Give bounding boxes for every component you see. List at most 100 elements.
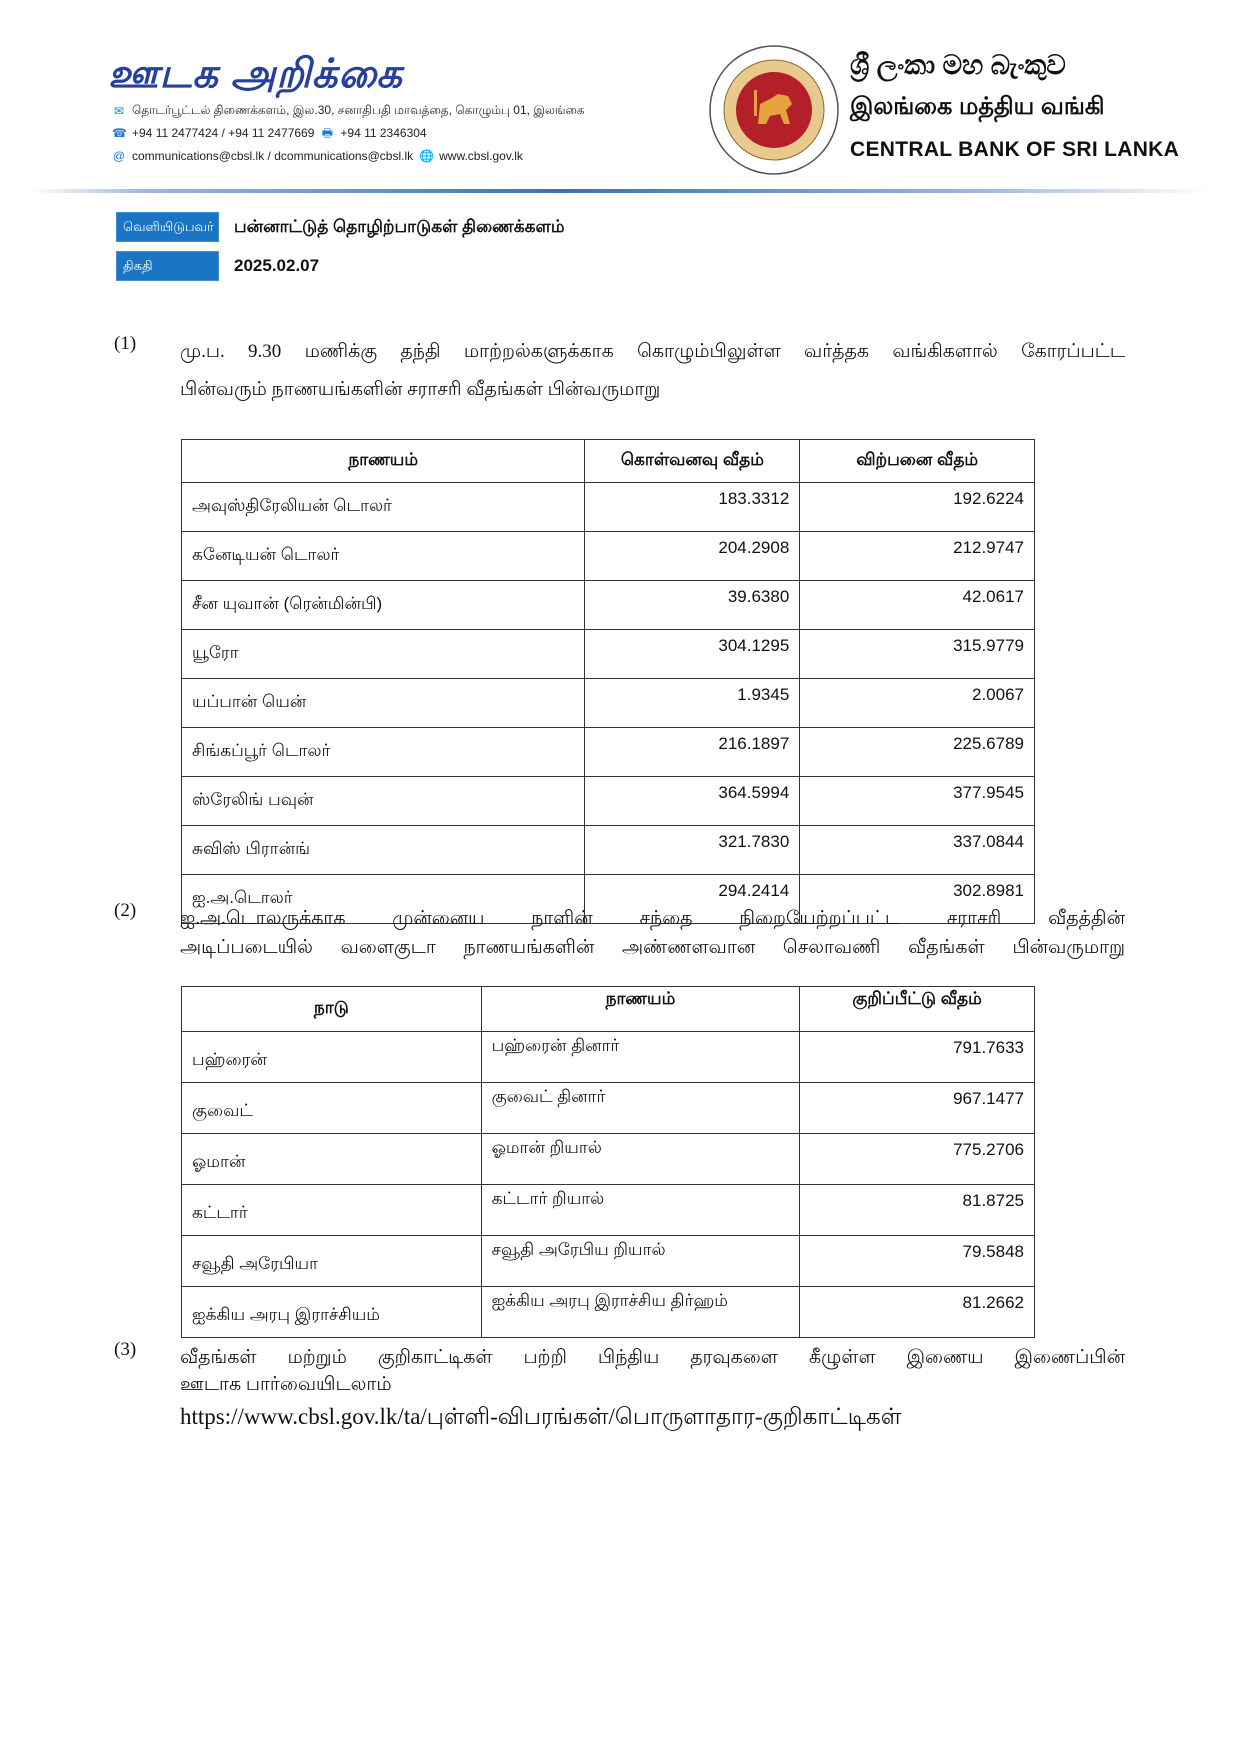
phone-icon: ☎ — [112, 126, 127, 140]
central-bank-seal-logo — [709, 45, 839, 175]
table-header-row: நாடு நாணயம் குறிப்பீட்டு வீதம் — [181, 986, 1035, 1032]
reference-rate-cell: 775.2706 — [799, 1133, 1035, 1185]
country-cell: பஹ்ரைன் — [181, 1031, 482, 1083]
table-row: குவைட் குவைட் தினார் 967.1477 — [181, 1082, 1035, 1134]
currency-cell: கட்டார் றியால் — [480, 1184, 801, 1236]
email-text[interactable]: communications@cbsl.lk / dcommunications… — [132, 149, 414, 163]
address-text: தொடர்பூட்டல் திணைக்களம், இல.30, சனாதிபதி… — [132, 103, 585, 117]
table-row: சுவிஸ் பிரான்ங் 321.7830 337.0844 — [180, 825, 1035, 875]
currency-cell: ஸ்ரேலிங் பவுன் — [180, 776, 586, 826]
press-release-title: ஊடக அறிக்கை — [108, 52, 403, 96]
selling-rate-cell: 337.0844 — [799, 825, 1035, 875]
buying-rate-cell: 294.2414 — [584, 874, 801, 924]
table-row: யூரோ 304.1295 315.9779 — [180, 629, 1035, 679]
currency-cell: யப்பான் யென் — [180, 678, 586, 728]
table-row: ஓமான் ஓமான் றியால் 775.2706 — [181, 1133, 1035, 1185]
currency-cell: பஹ்ரைன் தினார் — [480, 1031, 801, 1083]
issuer-value: பன்னாட்டுத் தொழிற்பாடுகள் திணைக்களம் — [234, 217, 565, 236]
fax-icon: 🖶 — [321, 126, 334, 140]
buying-rate-cell: 39.6380 — [584, 580, 801, 630]
selling-rate-cell: 192.6224 — [799, 482, 1035, 532]
buying-rate-cell: 204.2908 — [584, 531, 801, 581]
table-row: பஹ்ரைன் பஹ்ரைன் தினார் 791.7633 — [181, 1031, 1035, 1083]
currency-cell: சுவிஸ் பிரான்ங் — [180, 825, 586, 875]
section-2-number: (2) — [114, 900, 137, 921]
table-row: ஸ்ரேலிங் பவுன் 364.5994 377.9545 — [180, 776, 1035, 826]
section-3-text-line2: ஊடாக பார்வையிடலாம் — [180, 1374, 392, 1395]
table-row: ஐ.அ.டொலர் 294.2414 302.8981 — [180, 874, 1035, 924]
phone-text: +94 11 2477424 / +94 11 2477669 — [132, 126, 315, 140]
fax-text: +94 11 2346304 — [340, 126, 427, 140]
bank-name-sinhala: ශ්‍රී ලංකා මහ බැංකුව — [850, 50, 1066, 80]
table-row: சவூதி அரேபியா சவூதி அரேபிய றியால் 79.5848 — [181, 1235, 1035, 1287]
column-header-currency: நாணயம் — [180, 439, 586, 483]
section-2-text-line2: அடிப்படையில் வளைகுடா நாணயங்களின் அண்ணளவா… — [180, 937, 1125, 958]
section-1-text: மு.ப. 9.30 மணிக்கு தந்தி மாற்றல்களுக்காக… — [180, 341, 1125, 362]
table-row: அவுஸ்திரேலியன் டொலர் 183.3312 192.6224 — [180, 482, 1035, 532]
globe-icon: 🌐 — [419, 149, 435, 163]
selling-rate-cell: 42.0617 — [799, 580, 1035, 630]
column-header-selling-rate: விற்பனை வீதம் — [799, 439, 1035, 483]
buying-rate-cell: 183.3312 — [584, 482, 801, 532]
section-2-text: ஐ.அ.டொலருக்காக முன்னைய நாளின் சந்தை நிறை… — [180, 908, 1125, 929]
reference-rate-cell: 81.2662 — [799, 1286, 1035, 1338]
buying-rate-cell: 216.1897 — [584, 727, 801, 777]
date-value: 2025.02.07 — [234, 256, 320, 275]
country-cell: சவூதி அரேபியா — [181, 1235, 482, 1287]
currency-cell: ஐக்கிய அரபு இராச்சிய திர்ஹம் — [480, 1286, 801, 1338]
column-header-reference-rate: குறிப்பீட்டு வீதம் — [799, 986, 1035, 1032]
table-header-row: நாணயம் கொள்வனவு வீதம் விற்பனை வீதம் — [180, 439, 1035, 483]
buying-rate-cell: 321.7830 — [584, 825, 801, 875]
selling-rate-cell: 302.8981 — [799, 874, 1035, 924]
buying-rate-cell: 304.1295 — [584, 629, 801, 679]
country-cell: கட்டார் — [181, 1184, 482, 1236]
lion-icon — [758, 94, 792, 124]
section-3-number: (3) — [114, 1339, 137, 1360]
phone-line: ☎ +94 11 2477424 / +94 11 2477669 🖶 +94 … — [112, 126, 427, 140]
bank-name-english: CENTRAL BANK OF SRI LANKA — [850, 138, 1180, 161]
table-row: கட்டார் கட்டார் றியால் 81.8725 — [181, 1184, 1035, 1236]
section-1-number: (1) — [114, 333, 137, 354]
table-row: யப்பான் யென் 1.9345 2.0067 — [180, 678, 1035, 728]
at-icon: @ — [112, 149, 126, 163]
currency-cell: ஐ.அ.டொலர் — [180, 874, 586, 924]
envelope-icon: ✉ — [113, 104, 125, 118]
table-row: ஐக்கிய அரபு இராச்சியம் ஐக்கிய அரபு இராச்ச… — [181, 1286, 1035, 1338]
reference-rate-cell: 967.1477 — [799, 1082, 1035, 1134]
buying-rate-cell: 1.9345 — [584, 678, 801, 728]
bank-name-tamil: இலங்கை மத்திய வங்கி — [850, 93, 1105, 120]
date-label: திகதி — [116, 251, 219, 281]
selling-rate-cell: 377.9545 — [799, 776, 1035, 826]
country-cell: குவைட் — [181, 1082, 482, 1134]
buying-rate-cell: 364.5994 — [584, 776, 801, 826]
gulf-currency-rates-table: நாடு நாணயம் குறிப்பீட்டு வீதம் பஹ்ரைன் பஹ… — [181, 986, 1035, 1338]
selling-rate-cell: 315.9779 — [799, 629, 1035, 679]
currency-cell: சீன யுவான் (ரென்மின்பி) — [180, 580, 586, 630]
header-divider — [30, 189, 1210, 193]
currency-cell: சவூதி அரேபிய றியால் — [480, 1235, 801, 1287]
selling-rate-cell: 2.0067 — [799, 678, 1035, 728]
currency-cell: சிங்கப்பூர் டொலர் — [180, 727, 586, 777]
selling-rate-cell: 212.9747 — [799, 531, 1035, 581]
sword-icon — [754, 90, 757, 116]
currency-cell: யூரோ — [180, 629, 586, 679]
section-3-text: வீதங்கள் மற்றும் குறிகாட்டிகள் பற்றி பிந… — [180, 1347, 1125, 1368]
table-row: சீன யுவான் (ரென்மின்பி) 39.6380 42.0617 — [180, 580, 1035, 630]
website-link[interactable]: www.cbsl.gov.lk — [439, 149, 523, 163]
currency-cell: ஓமான் றியால் — [480, 1133, 801, 1185]
section-1-text-line2: பின்வரும் நாணயங்களின் சராசரி வீதங்கள் பி… — [180, 379, 661, 400]
column-header-currency: நாணயம் — [480, 986, 801, 1032]
reference-rate-cell: 79.5848 — [799, 1235, 1035, 1287]
exchange-rates-table: நாணயம் கொள்வனவு வீதம் விற்பனை வீதம் அவுஸ… — [180, 439, 1035, 924]
reference-rate-cell: 81.8725 — [799, 1184, 1035, 1236]
email-line: @ communications@cbsl.lk / dcommunicatio… — [112, 149, 523, 163]
table-row: கனேடியன் டொலர் 204.2908 212.9747 — [180, 531, 1035, 581]
reference-rate-cell: 791.7633 — [799, 1031, 1035, 1083]
column-header-buying-rate: கொள்வனவு வீதம் — [584, 439, 801, 483]
country-cell: ஐக்கிய அரபு இராச்சியம் — [181, 1286, 482, 1338]
indicators-link[interactable]: https://www.cbsl.gov.lk/ta/புள்ளி-விபரங்… — [180, 1404, 902, 1429]
country-cell: ஓமான் — [181, 1133, 482, 1185]
address-line: ✉ தொடர்பூட்டல் திணைக்களம், இல.30, சனாதிப… — [112, 103, 585, 119]
issuer-label: வெளியிடுபவர் — [116, 212, 219, 242]
column-header-country: நாடு — [181, 986, 482, 1032]
